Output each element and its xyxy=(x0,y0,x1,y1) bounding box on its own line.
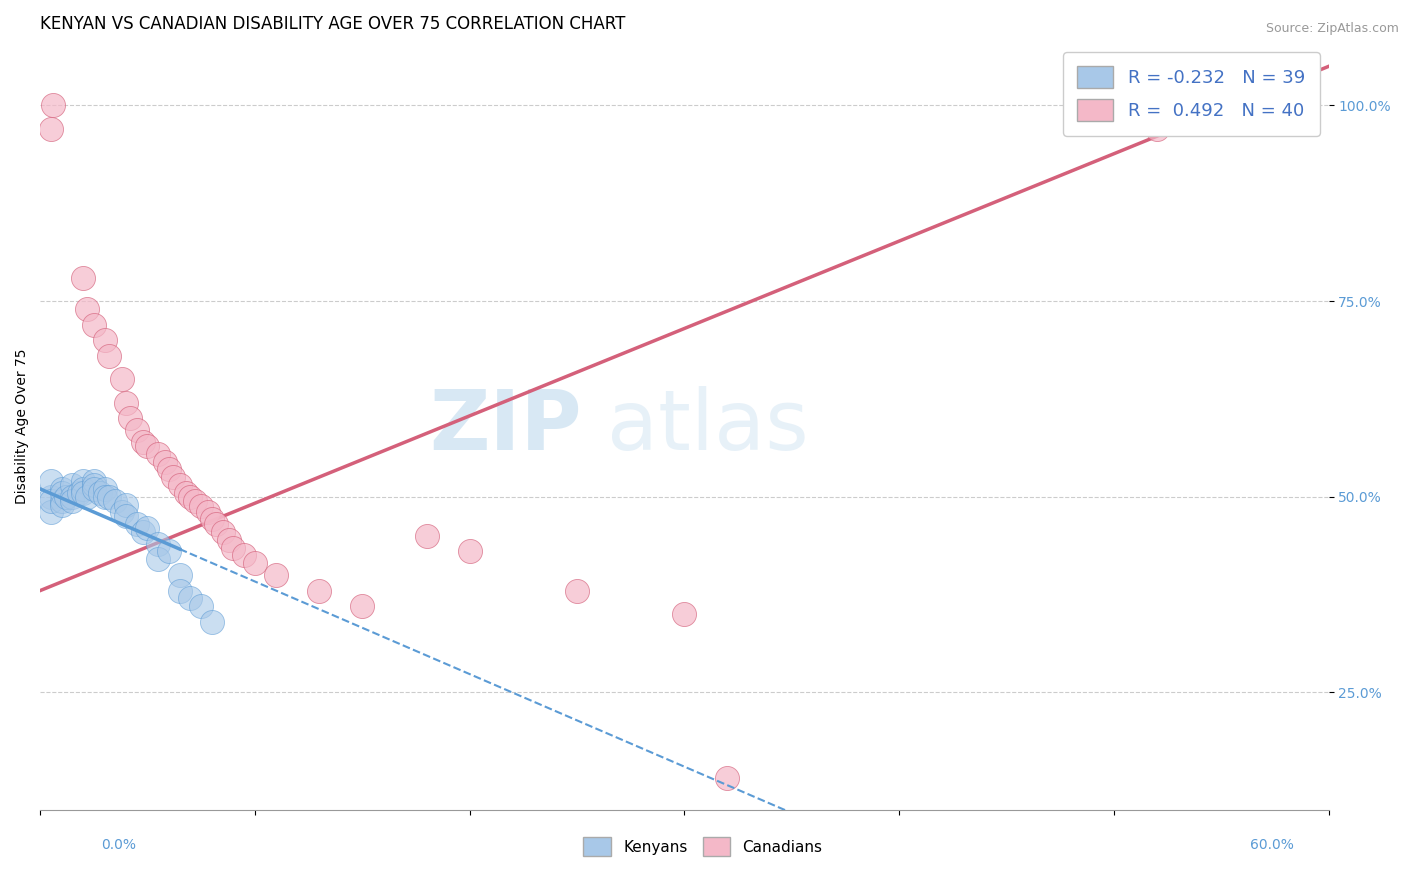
Point xyxy=(136,439,159,453)
Point xyxy=(132,434,155,449)
Point xyxy=(60,478,83,492)
Point xyxy=(72,270,94,285)
Text: ZIP: ZIP xyxy=(429,386,581,467)
Point xyxy=(39,474,62,488)
Point xyxy=(51,482,73,496)
Point xyxy=(179,591,201,606)
Point xyxy=(115,498,138,512)
Point xyxy=(60,490,83,504)
Point xyxy=(89,485,111,500)
Text: Source: ZipAtlas.com: Source: ZipAtlas.com xyxy=(1265,22,1399,36)
Y-axis label: Disability Age Over 75: Disability Age Over 75 xyxy=(15,349,30,504)
Point xyxy=(111,505,134,519)
Point xyxy=(136,521,159,535)
Text: KENYAN VS CANADIAN DISABILITY AGE OVER 75 CORRELATION CHART: KENYAN VS CANADIAN DISABILITY AGE OVER 7… xyxy=(41,15,626,33)
Point xyxy=(243,556,266,570)
Point xyxy=(60,493,83,508)
Point xyxy=(157,462,180,476)
Point xyxy=(162,470,184,484)
Point xyxy=(83,474,105,488)
Point xyxy=(51,493,73,508)
Point xyxy=(39,505,62,519)
Point xyxy=(39,493,62,508)
Point xyxy=(205,517,228,532)
Point xyxy=(716,772,738,786)
Point xyxy=(174,485,197,500)
Point xyxy=(125,517,148,532)
Point xyxy=(67,485,90,500)
Point xyxy=(233,549,256,563)
Point xyxy=(184,493,207,508)
Point xyxy=(190,599,212,614)
Point xyxy=(125,423,148,437)
Point xyxy=(308,583,330,598)
Point xyxy=(111,372,134,386)
Point xyxy=(1167,98,1189,112)
Point xyxy=(201,615,224,629)
Point xyxy=(266,568,288,582)
Point xyxy=(93,490,115,504)
Point xyxy=(169,583,191,598)
Point xyxy=(148,552,170,566)
Point xyxy=(76,301,98,316)
Point xyxy=(153,454,176,468)
Text: atlas: atlas xyxy=(607,386,808,467)
Point xyxy=(222,541,245,555)
Point xyxy=(179,490,201,504)
Point xyxy=(83,478,105,492)
Legend: Kenyans, Canadians: Kenyans, Canadians xyxy=(578,831,828,862)
Point xyxy=(72,474,94,488)
Point xyxy=(72,485,94,500)
Point xyxy=(120,411,142,425)
Point xyxy=(169,478,191,492)
Point xyxy=(51,485,73,500)
Point xyxy=(83,318,105,332)
Point xyxy=(218,533,240,547)
Text: 60.0%: 60.0% xyxy=(1250,838,1294,852)
Point xyxy=(148,536,170,550)
Point xyxy=(93,333,115,347)
Point xyxy=(415,529,437,543)
Point xyxy=(115,396,138,410)
Point xyxy=(201,511,224,525)
Point xyxy=(190,499,212,513)
Point xyxy=(115,509,138,524)
Point xyxy=(132,524,155,539)
Point xyxy=(72,482,94,496)
Point xyxy=(148,447,170,461)
Point xyxy=(104,493,127,508)
Legend: R = -0.232   N = 39, R =  0.492   N = 40: R = -0.232 N = 39, R = 0.492 N = 40 xyxy=(1063,52,1320,136)
Point xyxy=(39,490,62,504)
Point xyxy=(51,498,73,512)
Point xyxy=(1146,122,1168,136)
Point xyxy=(42,98,65,112)
Point xyxy=(458,544,481,558)
Point xyxy=(157,544,180,558)
Point xyxy=(169,568,191,582)
Point xyxy=(76,490,98,504)
Point xyxy=(93,482,115,496)
Point xyxy=(55,490,77,504)
Point xyxy=(197,505,219,519)
Point xyxy=(83,482,105,496)
Point xyxy=(97,490,120,504)
Point xyxy=(673,607,696,621)
Point xyxy=(211,524,233,539)
Point xyxy=(565,583,588,598)
Point xyxy=(39,122,62,136)
Text: 0.0%: 0.0% xyxy=(101,838,136,852)
Point xyxy=(352,599,374,614)
Point xyxy=(97,349,120,363)
